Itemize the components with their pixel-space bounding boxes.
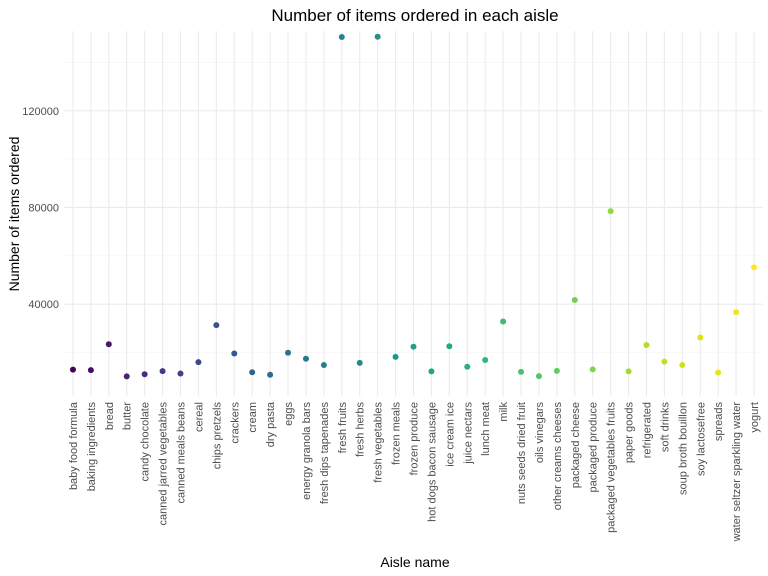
x-tick-label: energy granola bars xyxy=(301,402,313,500)
data-point xyxy=(733,309,740,316)
x-tick-label: dry pasta xyxy=(265,401,277,447)
y-tick-label: 120000 xyxy=(22,106,59,118)
data-point xyxy=(518,368,525,375)
x-tick-label: refrigerated xyxy=(642,402,654,458)
data-point xyxy=(69,366,76,373)
x-tick-label: other creams cheeses xyxy=(552,402,564,511)
data-point xyxy=(231,350,238,357)
y-axis-title: Number of items ordered xyxy=(6,137,22,292)
y-tick-label: 80000 xyxy=(28,202,59,214)
x-tick-label: juice nectars xyxy=(462,402,474,465)
x-tick-label: water seltzer sparkling water xyxy=(731,402,743,543)
x-tick-label: soup broth bouillon xyxy=(677,402,689,495)
x-tick-label: nuts seeds dried fruit xyxy=(516,402,528,504)
data-point xyxy=(464,363,471,370)
data-point xyxy=(553,367,560,374)
data-point xyxy=(589,366,596,373)
x-tick-label: baking ingredients xyxy=(86,402,98,492)
x-tick-label: packaged vegetables fruits xyxy=(606,402,618,533)
x-tick-label: frozen meals xyxy=(391,402,403,465)
data-points xyxy=(69,33,758,380)
x-tick-label: oils vinegars xyxy=(534,402,546,464)
x-tick-label: frozen produce xyxy=(409,402,421,475)
x-tick-label: packaged cheese xyxy=(570,402,582,488)
data-point xyxy=(159,368,166,375)
data-point xyxy=(338,34,345,41)
data-point xyxy=(607,208,614,215)
x-tick-label: soft drinks xyxy=(659,402,671,453)
data-point xyxy=(87,367,94,374)
data-point xyxy=(123,373,130,380)
data-point xyxy=(697,334,704,341)
x-tick-label: hot dogs bacon sausage xyxy=(426,402,438,522)
x-tick-label: fresh dips tapenades xyxy=(319,402,331,505)
y-tick-label: 40000 xyxy=(28,299,59,311)
data-point xyxy=(285,349,292,356)
x-tick-label: canned jarred vegetables xyxy=(158,402,170,526)
data-point xyxy=(751,264,758,271)
x-tick-label: canned meals beans xyxy=(176,402,188,504)
data-point xyxy=(446,343,453,350)
data-point xyxy=(177,370,184,377)
data-point xyxy=(195,359,202,366)
x-tick-label: eggs xyxy=(283,402,295,426)
x-tick-label: ice cream ice xyxy=(444,402,456,467)
x-tick-label: butter xyxy=(122,402,134,430)
x-tick-label: bread xyxy=(104,402,116,430)
data-point xyxy=(482,356,489,363)
data-point xyxy=(535,373,542,380)
data-point xyxy=(643,341,650,348)
grid xyxy=(64,31,763,396)
data-point xyxy=(249,369,256,376)
data-point xyxy=(571,297,578,304)
x-tick-label: crackers xyxy=(229,402,241,444)
data-point xyxy=(625,368,632,375)
data-point xyxy=(320,362,327,369)
x-tick-label: milk xyxy=(498,402,510,422)
data-point xyxy=(374,33,381,40)
data-point xyxy=(392,353,399,360)
data-point xyxy=(661,358,668,365)
x-axis-title: Aisle name xyxy=(380,554,449,570)
x-tick-label: cream xyxy=(247,402,259,433)
x-tick-label: chips pretzels xyxy=(211,402,223,470)
data-point xyxy=(500,318,507,325)
data-point xyxy=(410,343,417,350)
x-axis-ticks: baby food formula baking ingredients bread… xyxy=(68,401,761,542)
x-tick-label: fresh fruits xyxy=(337,402,349,454)
x-tick-label: cereal xyxy=(193,402,205,432)
data-point xyxy=(105,341,112,348)
data-point xyxy=(356,359,363,366)
x-tick-label: soy lactosefree xyxy=(695,402,707,476)
x-tick-label: paper goods xyxy=(624,402,636,464)
x-tick-label: packaged produce xyxy=(588,402,600,493)
data-point xyxy=(428,368,435,375)
x-tick-label: baby food formula xyxy=(68,401,80,490)
x-tick-label: fresh vegetables xyxy=(373,402,385,483)
y-axis-ticks: 40000 80000 120000 xyxy=(22,106,59,311)
x-tick-label: fresh herbs xyxy=(355,402,367,458)
x-tick-label: spreads xyxy=(713,402,725,442)
data-point xyxy=(679,362,686,369)
data-point xyxy=(715,369,722,376)
data-point xyxy=(141,371,148,378)
x-tick-label: yogurt xyxy=(749,402,761,433)
data-point xyxy=(213,322,220,329)
x-tick-label: lunch meat xyxy=(480,402,492,456)
data-point xyxy=(302,355,309,362)
chart-title: Number of items ordered in each aisle xyxy=(271,6,558,25)
x-tick-label: candy chocolate xyxy=(140,402,152,482)
data-point xyxy=(267,371,274,378)
